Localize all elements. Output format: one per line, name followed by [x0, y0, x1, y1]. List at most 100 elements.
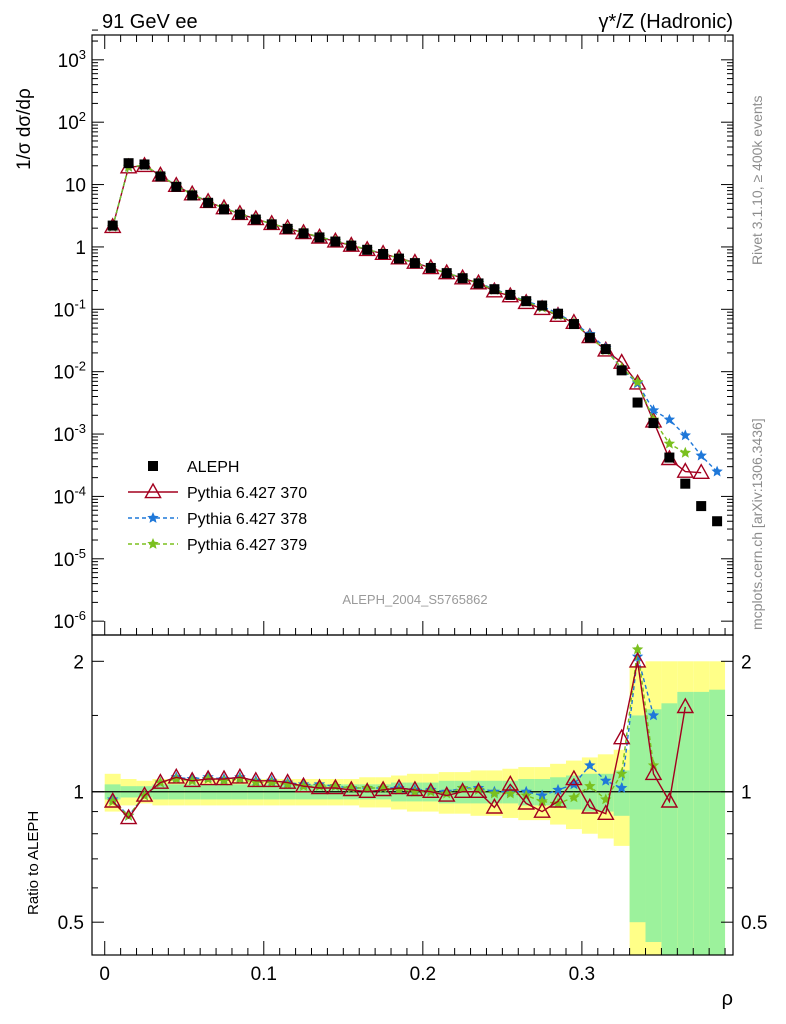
square-marker — [155, 171, 166, 182]
star-marker — [663, 437, 676, 449]
triangle-marker — [692, 463, 710, 479]
triangle-marker — [326, 778, 345, 795]
square-marker — [123, 158, 134, 169]
star-marker — [568, 778, 580, 790]
triangle-marker — [549, 791, 567, 808]
ratio-tick-label: 0.5 — [58, 913, 84, 934]
square-marker — [712, 516, 723, 527]
y-tick-label: 10 — [65, 176, 86, 197]
y-tick-label: 103 — [58, 47, 86, 72]
square-marker — [107, 220, 118, 231]
square-marker — [378, 249, 389, 260]
triangle-marker — [676, 697, 695, 714]
triangle-marker — [294, 776, 313, 793]
triangle-marker — [453, 782, 472, 798]
legend-entry: Pythia 6.427 379 — [128, 537, 307, 554]
triangle-marker — [628, 651, 647, 668]
star-marker — [647, 709, 660, 721]
series-line — [112, 164, 718, 473]
legend-label: Pythia 6.427 378 — [187, 511, 307, 528]
legend-label: ALEPH — [187, 459, 239, 476]
star-marker — [218, 774, 230, 786]
series-pythia-6-427-378 — [107, 159, 723, 477]
triangle-marker — [119, 808, 138, 825]
square-marker — [457, 273, 468, 284]
triangle-marker — [533, 802, 551, 818]
square-marker — [314, 232, 325, 243]
triangle-marker — [262, 771, 281, 788]
star-marker — [616, 767, 628, 779]
square-marker — [250, 214, 261, 225]
ratio-tick-label-right: 1 — [741, 783, 752, 804]
star-marker — [250, 776, 262, 788]
triangle-marker — [374, 780, 392, 797]
ratio-series-layer — [103, 643, 695, 825]
band-inner — [629, 715, 646, 923]
legend-entry: Pythia 6.427 370 — [128, 482, 307, 502]
band-inner — [693, 691, 710, 955]
y-tick-label: 10-3 — [53, 421, 86, 446]
square-marker — [362, 244, 373, 255]
triangle-marker — [278, 773, 297, 789]
triangle-marker — [135, 786, 154, 802]
square-marker — [219, 204, 230, 215]
star-marker — [568, 791, 580, 803]
square-marker — [298, 228, 309, 239]
square-marker — [632, 397, 643, 408]
square-marker — [489, 284, 500, 295]
square-marker — [171, 181, 182, 192]
triangle-marker — [310, 778, 329, 795]
star-marker — [107, 795, 119, 807]
star-marker — [631, 376, 644, 387]
band-inner — [709, 689, 726, 955]
triangle-marker — [390, 778, 408, 795]
triangle-marker — [597, 804, 615, 820]
star-marker — [679, 429, 691, 441]
triangle-marker — [501, 774, 520, 791]
y-tick-label: 10-4 — [53, 483, 86, 508]
series-line — [112, 164, 686, 454]
x-tick-label: 0.1 — [251, 964, 277, 985]
triangle-marker — [199, 769, 217, 786]
square-marker — [568, 319, 579, 330]
band-inner — [645, 709, 662, 943]
star-marker — [147, 512, 159, 523]
star-marker — [584, 780, 596, 791]
square-marker — [425, 262, 436, 273]
square-marker — [584, 332, 595, 343]
star-marker — [600, 774, 612, 786]
triangle-marker — [151, 773, 170, 789]
star-marker — [616, 782, 628, 793]
triangle-marker — [103, 791, 122, 808]
ratio-tick-label: 1 — [73, 783, 84, 804]
legend-entry: ALEPH — [148, 459, 239, 476]
star-marker — [695, 449, 707, 461]
square-marker — [537, 300, 548, 311]
triangle-marker — [676, 462, 695, 478]
axes-layer: 10-6 10-5 10-4 10-3 10-2 10-1 1 10 102 103 0 0.1 0.2… — [53, 29, 767, 985]
main-ylabel: 1/σ dσ/dρ — [14, 88, 35, 170]
band-inner — [613, 770, 630, 816]
triangle-marker — [644, 764, 663, 781]
triangle-marker — [422, 782, 440, 798]
square-marker — [266, 219, 277, 230]
ratio-tick-label: 2 — [73, 652, 84, 673]
star-marker — [552, 797, 564, 809]
legend-label: Pythia 6.427 370 — [187, 485, 307, 502]
triangle-marker — [231, 767, 249, 784]
main-series-layer — [103, 156, 723, 527]
square-marker — [553, 308, 564, 319]
x-tick-label: 0.3 — [569, 964, 595, 985]
star-marker — [234, 773, 246, 784]
triangle-marker — [469, 782, 488, 798]
ratio-frame — [91, 634, 734, 956]
legend-entry: Pythia 6.427 378 — [128, 511, 307, 528]
triangle-marker — [183, 771, 201, 788]
legend-label: Pythia 6.427 379 — [187, 537, 307, 554]
square-marker — [696, 501, 707, 512]
square-marker — [139, 159, 150, 170]
square-marker — [282, 223, 293, 234]
star-marker — [409, 785, 421, 797]
square-marker — [473, 278, 484, 289]
legend: ALEPH Pythia 6.427 370 Pythia 6.427 378 Pyt… — [128, 459, 307, 554]
